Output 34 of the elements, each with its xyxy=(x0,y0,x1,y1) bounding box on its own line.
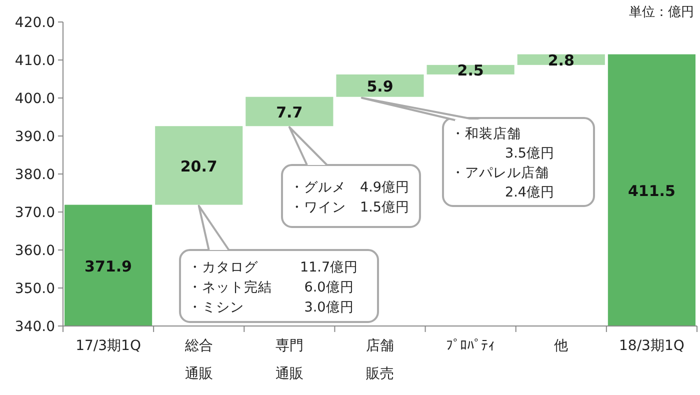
y-tick-label: 410.0 xyxy=(14,53,55,69)
annotation: 3.5億円 xyxy=(505,146,554,162)
y-tick-label: 400.0 xyxy=(14,91,55,107)
x-tick-label: 専門通販 xyxy=(275,338,304,382)
y-tick-label: 390.0 xyxy=(14,129,55,145)
y-tick-label: 350.0 xyxy=(14,281,55,297)
annotation: ・グルメ 4.9億円 xyxy=(290,180,410,196)
data-label: 5.9 xyxy=(366,78,394,96)
annotation: ・アパレル店舗 xyxy=(451,165,549,182)
x-tick-label: 17/3期1Q xyxy=(76,338,141,354)
x-tick-label: ﾌﾟﾛﾊﾟﾃｨ xyxy=(446,338,496,354)
y-tick-label: 380.0 xyxy=(14,167,55,183)
annotation: ・ミシン 3.0億円 xyxy=(188,300,354,316)
data-label: 20.7 xyxy=(180,157,218,176)
data-label: 371.9 xyxy=(84,257,132,276)
data-label: 2.5 xyxy=(457,62,484,80)
x-tick-label: 店舗販売 xyxy=(366,338,394,382)
annotation: 2.4億円 xyxy=(505,184,554,201)
callout: ・グルメ 4.9億円 ・ワイン 1.5億円 xyxy=(281,126,421,228)
annotation: ・ネット完結 6.0億円 xyxy=(188,280,354,296)
annotation: ・ワイン 1.5億円 xyxy=(290,200,410,216)
data-label: 2.8 xyxy=(548,52,574,70)
y-tick-label: 420.0 xyxy=(14,15,55,31)
x-tick-label: 他 xyxy=(554,338,568,354)
annotation: ・カタログ 11.7億円 xyxy=(188,260,358,276)
y-tick-label: 360.0 xyxy=(14,243,55,259)
y-tick-label: 370.0 xyxy=(14,205,55,221)
text: 単位：億円 xyxy=(629,5,694,20)
annotation: ・和装店舗 xyxy=(451,126,521,142)
data-label: 411.5 xyxy=(628,182,676,200)
x-tick-label: 18/3期1Q xyxy=(619,338,684,354)
y-tick-label: 340.0 xyxy=(14,319,55,335)
data-label: 7.7 xyxy=(276,103,303,122)
x-tick-label: 総合通販 xyxy=(184,338,213,382)
